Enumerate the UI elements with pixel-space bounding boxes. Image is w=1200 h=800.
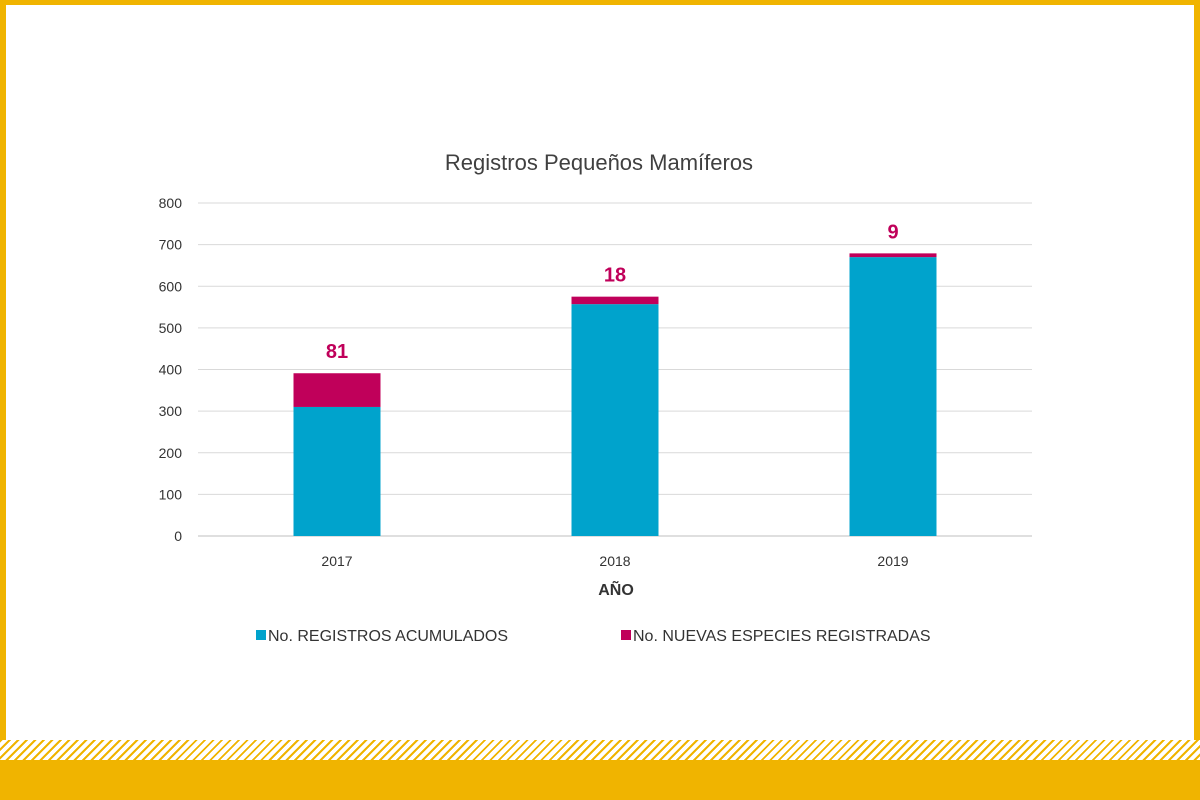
bar-nuevas-especies: [849, 253, 937, 258]
data-labels: 81 18 9: [326, 221, 899, 363]
y-tick-label: 0: [174, 528, 182, 544]
x-axis-ticks: 2017 2018 2019: [321, 553, 908, 569]
bar-registros-acumulados: [571, 304, 659, 536]
legend-swatch: [621, 630, 631, 640]
y-tick-label: 400: [159, 362, 183, 378]
decorative-stripe: [0, 740, 1200, 760]
y-tick-label: 300: [159, 403, 183, 419]
legend-label: No. NUEVAS ESPECIES REGISTRADAS: [633, 628, 931, 645]
legend-swatch: [256, 630, 266, 640]
bars: [293, 253, 937, 536]
x-tick-label: 2018: [599, 553, 630, 569]
y-axis-ticks: 0 100 200 300 400 500 600 700 800: [159, 195, 183, 544]
bar-nuevas-especies: [571, 296, 659, 305]
legend: No. REGISTROS ACUMULADOS No. NUEVAS ESPEC…: [256, 628, 931, 645]
y-tick-label: 200: [159, 445, 183, 461]
data-label: 9: [887, 221, 898, 243]
data-label: 81: [326, 341, 348, 363]
y-tick-label: 800: [159, 195, 183, 211]
bar-registros-acumulados: [293, 406, 381, 536]
bar-nuevas-especies: [293, 373, 381, 407]
y-tick-label: 100: [159, 486, 183, 502]
data-label: 18: [604, 265, 626, 287]
bar-registros-acumulados: [849, 257, 937, 536]
footer-band: [0, 760, 1200, 800]
y-tick-label: 600: [159, 278, 183, 294]
x-tick-label: 2017: [321, 553, 352, 569]
y-tick-label: 500: [159, 320, 183, 336]
x-axis-label: AÑO: [598, 579, 634, 599]
chart-title: Registros Pequeños Mamíferos: [445, 150, 753, 175]
y-tick-label: 700: [159, 237, 183, 253]
x-tick-label: 2019: [877, 553, 908, 569]
legend-label: No. REGISTROS ACUMULADOS: [268, 628, 508, 645]
stacked-bar-chart: Registros Pequeños Mamíferos 0 100 200 300 4…: [159, 150, 1032, 645]
